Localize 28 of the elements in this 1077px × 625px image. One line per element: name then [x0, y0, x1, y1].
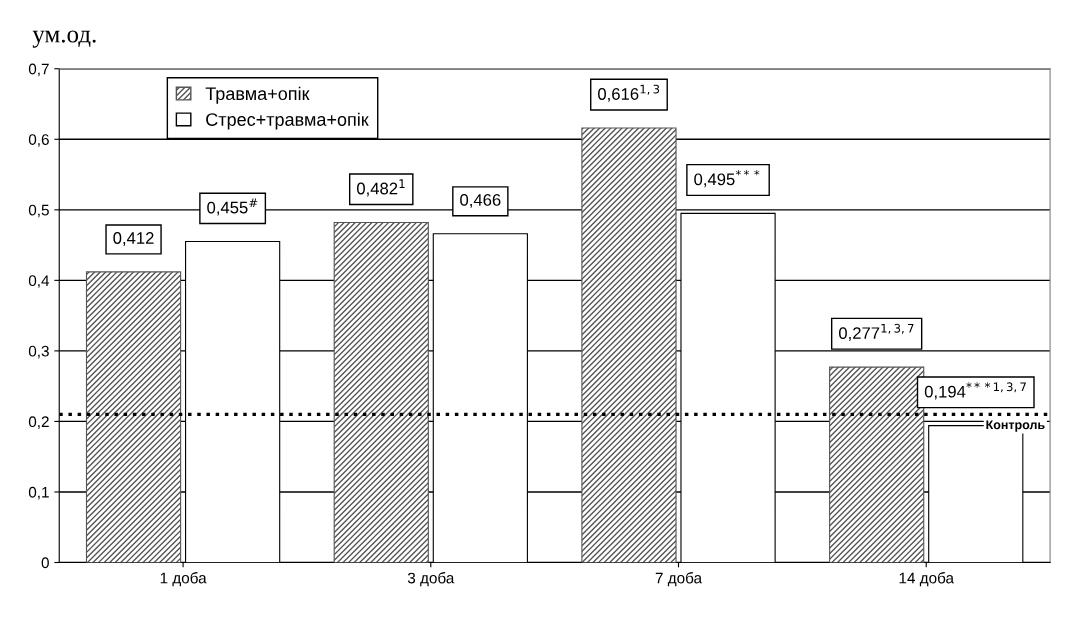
x-tick-label: 7 доба — [655, 572, 703, 587]
legend-label: Стрес+травма+опік — [206, 112, 369, 130]
y-tick-label: 0,2 — [28, 416, 49, 429]
data-label: 0,277$^{1,3,7}$ — [839, 323, 914, 341]
y-tick-label: 0 — [41, 557, 49, 569]
bar — [581, 127, 677, 563]
x-tick-label: 1 доба — [160, 572, 207, 587]
legend-label: Травма+опік — [205, 86, 310, 104]
y-tick-label: 0,3 — [28, 345, 49, 359]
data-label: 0,466 — [460, 194, 501, 208]
data-label: 0,495$^{***}$ — [694, 170, 760, 188]
bar — [333, 221, 429, 563]
data-label: 0,482$^{1}$ — [356, 179, 405, 197]
data-label: 0,194$^{***1,3,7}$ — [924, 382, 1026, 400]
x-tick-label: 3 доба — [407, 572, 455, 587]
y-tick-label: 0,6 — [28, 134, 49, 147]
y-tick-label: 0,4 — [28, 275, 50, 288]
y-tick-label: 0,5 — [28, 204, 49, 218]
x-tick-label: 14 доба — [899, 572, 954, 587]
ref-line-label: Контроль — [986, 420, 1045, 432]
data-label: 0,455$^{#}$ — [207, 198, 258, 216]
data-label: 0,412 — [113, 232, 154, 246]
y-axis-title: ум.од. — [32, 30, 96, 48]
bar — [829, 366, 925, 563]
y-tick-label: 0,1 — [28, 486, 49, 500]
data-label: 0,616$^{1,3}$ — [598, 84, 660, 102]
bar — [85, 271, 182, 563]
y-tick-label: 0,7 — [28, 63, 49, 77]
